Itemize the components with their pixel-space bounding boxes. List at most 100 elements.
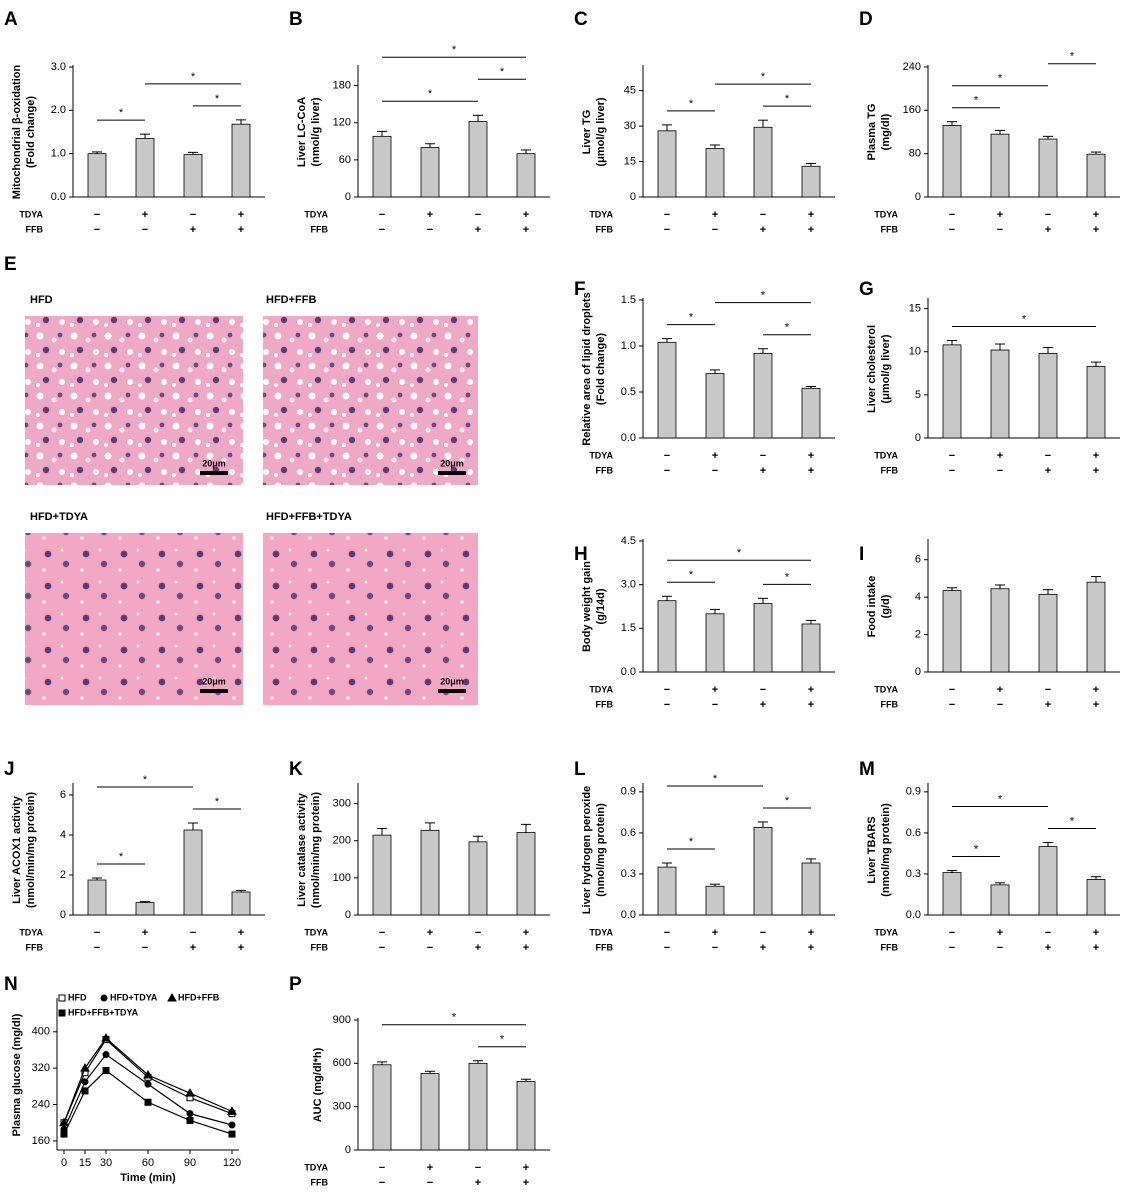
treatment-sign: − xyxy=(142,224,148,236)
treatment-sign: + xyxy=(475,224,481,236)
significance-label: * xyxy=(761,71,766,83)
bar xyxy=(135,902,155,916)
y-tick-label: 160 xyxy=(903,104,921,116)
treatment-label: FFB xyxy=(311,942,329,952)
y-tick-label: 0.3 xyxy=(906,868,921,880)
treatment-sign: − xyxy=(427,942,433,954)
treatment-sign: + xyxy=(238,224,244,236)
y-tick-label: 0.9 xyxy=(621,786,636,798)
treatment-sign: − xyxy=(760,450,766,462)
image-label: HFD+FFB+TDYA xyxy=(266,511,352,523)
y-tick-label: 0 xyxy=(915,191,921,203)
treatment-label: FFB xyxy=(881,699,899,709)
y-tick-label: 5 xyxy=(915,389,921,401)
treatment-sign: + xyxy=(142,209,148,221)
significance-label: * xyxy=(761,290,766,302)
treatment-sign: − xyxy=(949,224,955,236)
treatment-sign: − xyxy=(949,684,955,696)
y-tick-label: 15 xyxy=(624,155,636,167)
bar xyxy=(183,154,203,198)
treatment-sign: + xyxy=(238,942,244,954)
y-axis-label: (nmol/mg protein) xyxy=(595,803,607,897)
scale-label: 20μm xyxy=(202,458,226,468)
bar xyxy=(468,121,488,198)
y-tick-label: 0 xyxy=(345,191,351,203)
bar xyxy=(1038,846,1058,916)
treatment-sign: + xyxy=(523,927,529,939)
scale-label: 20μm xyxy=(440,676,464,686)
y-tick-label: 0.6 xyxy=(621,827,636,839)
y-axis-label: Liver TG xyxy=(581,110,593,155)
treatment-sign: + xyxy=(1093,209,1099,221)
treatment-sign: − xyxy=(94,927,100,939)
bar xyxy=(1086,879,1106,916)
significance-label: * xyxy=(215,796,220,808)
y-tick-label: 0 xyxy=(630,191,636,203)
panel-letter: J xyxy=(4,759,15,780)
y-axis-label: (g/14d) xyxy=(595,588,607,624)
bar xyxy=(705,613,725,673)
marker xyxy=(102,1051,110,1059)
treatment-sign: + xyxy=(997,450,1003,462)
y-tick-label: 120 xyxy=(333,117,351,129)
significance-label: * xyxy=(1070,51,1075,63)
line xyxy=(63,1038,233,1123)
treatment-label: TDYA xyxy=(304,1162,328,1172)
panel-letter: I xyxy=(859,544,864,565)
significance-label: * xyxy=(737,547,742,559)
marker xyxy=(81,1078,89,1086)
x-tick-label: 30 xyxy=(100,1157,112,1169)
bar xyxy=(990,884,1010,916)
panel-letter: B xyxy=(289,9,303,30)
bar xyxy=(801,387,821,439)
panel-letter: D xyxy=(859,9,873,30)
image xyxy=(25,533,243,705)
treatment-sign: + xyxy=(808,224,814,236)
line xyxy=(63,1037,233,1123)
y-tick-label: 0.0 xyxy=(621,666,636,678)
treatment-label: TDYA xyxy=(589,684,613,694)
bar xyxy=(231,123,251,198)
treatment-sign: − xyxy=(142,942,148,954)
treatment-sign: + xyxy=(1093,684,1099,696)
treatment-sign: − xyxy=(664,699,670,711)
treatment-sign: + xyxy=(760,699,766,711)
treatment-sign: − xyxy=(760,684,766,696)
treatment-sign: + xyxy=(190,942,196,954)
y-axis-label: (nmol/min/mg protein) xyxy=(25,792,37,908)
treatment-label: FFB xyxy=(596,224,614,234)
y-tick-label: 300 xyxy=(333,1101,351,1113)
panel-letter: K xyxy=(289,759,303,780)
significance-label: * xyxy=(785,571,790,583)
treatment-label: FFB xyxy=(596,465,614,475)
y-tick-label: 300 xyxy=(333,797,351,809)
significance-label: * xyxy=(974,843,979,855)
treatment-sign: − xyxy=(379,1162,385,1174)
bar xyxy=(1038,593,1058,673)
bar xyxy=(942,590,962,673)
y-tick-label: 900 xyxy=(333,1014,351,1026)
y-tick-label: 1.5 xyxy=(621,622,636,634)
image-label: HFD+FFB xyxy=(266,294,316,306)
bar xyxy=(420,147,440,198)
treatment-sign: − xyxy=(997,224,1003,236)
treatment-sign: − xyxy=(949,209,955,221)
y-tick-label: 160 xyxy=(32,1135,50,1147)
y-axis-label: Food intake xyxy=(866,576,878,638)
significance-label: * xyxy=(119,107,124,119)
treatment-sign: − xyxy=(379,927,385,939)
treatment-sign: + xyxy=(523,209,529,221)
treatment-sign: + xyxy=(1093,224,1099,236)
significance-label: * xyxy=(689,98,694,110)
treatment-sign: + xyxy=(997,927,1003,939)
significance-label: * xyxy=(998,793,1003,805)
treatment-sign: + xyxy=(475,942,481,954)
y-axis-label: Liver LC-CoA xyxy=(296,97,308,167)
treatment-sign: − xyxy=(94,209,100,221)
bar xyxy=(990,133,1010,198)
treatment-sign: + xyxy=(712,450,718,462)
bar xyxy=(801,623,821,673)
significance-label: * xyxy=(974,95,979,107)
treatment-sign: − xyxy=(475,209,481,221)
treatment-sign: + xyxy=(142,927,148,939)
